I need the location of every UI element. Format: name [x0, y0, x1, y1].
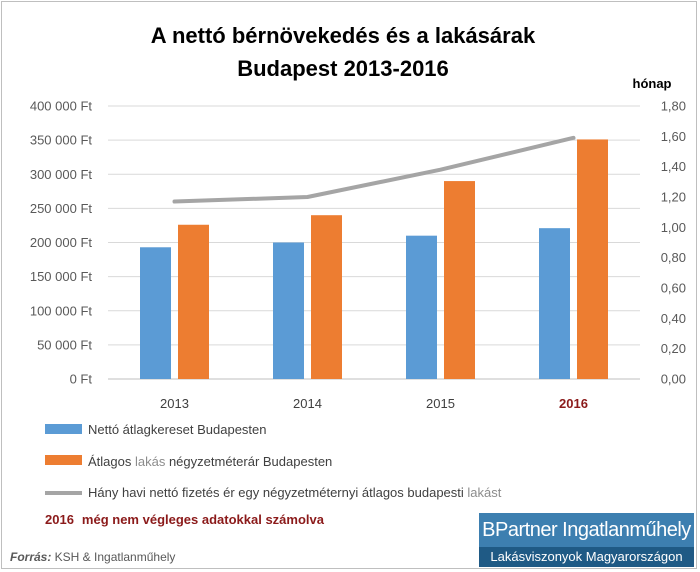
legend-label-price-part-1: Átlagos — [88, 454, 135, 469]
right-tick-label: 0,80 — [661, 250, 686, 265]
legend-swatch-salary — [45, 424, 82, 434]
right-tick-label: 1,00 — [661, 220, 686, 235]
bar-salary — [273, 242, 304, 379]
left-tick-label: 200 000 Ft — [30, 235, 93, 250]
bar-price — [311, 215, 342, 379]
right-tick-label: 1,20 — [661, 190, 686, 205]
legend-label-price-part-3: négyzetméterár Budapesten — [165, 454, 332, 469]
left-tick-label: 400 000 Ft — [30, 99, 93, 114]
right-tick-label: 0,40 — [661, 311, 686, 326]
chart-title-line-1: A nettó bérnövekedés és a lakásárak — [151, 23, 536, 48]
right-tick-label: 1,80 — [661, 99, 686, 114]
category-label: 2013 — [160, 396, 189, 411]
right-tick-label: 1,60 — [661, 129, 686, 144]
bar-salary — [539, 228, 570, 379]
left-tick-label: 300 000 Ft — [30, 167, 93, 182]
line-series — [172, 135, 576, 204]
footnote-text: még nem végleges adatokkal számolva — [82, 512, 325, 527]
category-label: 2016 — [559, 396, 588, 411]
legend-swatch-price — [45, 455, 82, 465]
bars — [140, 139, 608, 379]
brand-name: BPartner Ingatlanműhely — [479, 513, 694, 547]
footnote: 2016 még nem végleges adatokkal számolva — [45, 512, 325, 527]
footnote-year: 2016 — [45, 512, 74, 527]
bar-price — [178, 224, 209, 379]
left-tick-label: 50 000 Ft — [37, 337, 92, 352]
right-tick-label: 1,40 — [661, 159, 686, 174]
bar-salary — [140, 247, 171, 379]
right-axis-ticks: 0,00 0,20 0,40 0,60 0,80 1,00 1,20 1,40 1,60 1,80 — [661, 99, 686, 387]
brand-logo: BPartner Ingatlanműhely Lakásviszonyok M… — [479, 513, 694, 567]
chart-title-line-2: Budapest 2013-2016 — [237, 56, 449, 81]
left-tick-label: 150 000 Ft — [30, 269, 93, 284]
legend-label-price-part-2: lakás — [135, 454, 166, 469]
right-tick-label: 0,00 — [661, 372, 686, 387]
bar-salary — [406, 235, 437, 379]
legend-label-ratio: Hány havi nettó fizetés ér egy négyzetmé… — [88, 485, 502, 500]
legend-label-ratio-part-2: lakást — [467, 485, 501, 500]
legend: Nettó átlagkereset Budapesten Átlagos la… — [45, 422, 502, 500]
category-label: 2015 — [426, 396, 455, 411]
source: Forrás: KSH & Ingatlanműhely — [10, 550, 175, 564]
right-tick-label: 0,60 — [661, 281, 686, 296]
category-label: 2014 — [293, 396, 322, 411]
bar-price — [577, 139, 608, 379]
left-tick-label: 250 000 Ft — [30, 201, 93, 216]
left-tick-label: 350 000 Ft — [30, 133, 93, 148]
legend-label-ratio-part-1: Hány havi nettó fizetés ér egy négyzetmé… — [88, 485, 467, 500]
legend-label-salary: Nettó átlagkereset Budapesten — [88, 422, 267, 437]
legend-label-price: Átlagos lakás négyzetméterár Budapesten — [88, 454, 332, 469]
ratio-line — [172, 135, 576, 204]
category-labels: 2013 2014 2015 2016 — [160, 396, 588, 411]
brand-tagline: Lakásviszonyok Magyarországon — [479, 547, 694, 567]
source-text: KSH & Ingatlanműhely — [51, 550, 175, 564]
bar-price — [444, 181, 475, 379]
source-label: Forrás: — [10, 550, 51, 564]
right-axis-unit-label: hónap — [633, 76, 672, 91]
left-tick-label: 100 000 Ft — [30, 303, 93, 318]
right-tick-label: 0,20 — [661, 341, 686, 356]
left-tick-label: 0 Ft — [70, 372, 93, 387]
left-axis-ticks: 0 Ft 50 000 Ft 100 000 Ft 150 000 Ft 200 000… — [30, 99, 93, 387]
